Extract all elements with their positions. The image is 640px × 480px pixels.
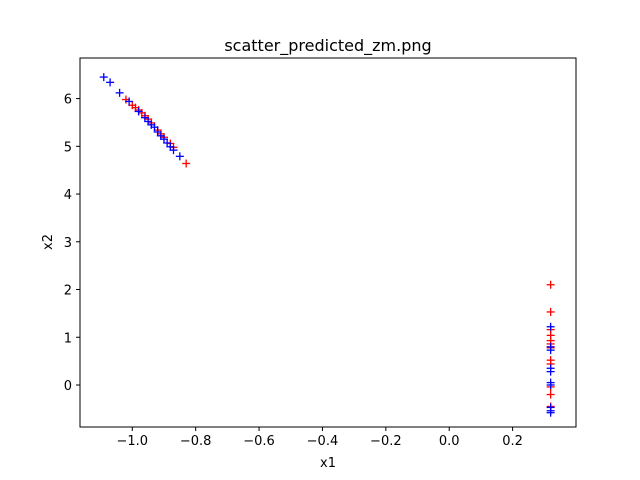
blue-point xyxy=(134,107,143,116)
y-tick-label: 4 xyxy=(64,188,72,203)
chart-title: scatter_predicted_zm.png xyxy=(224,36,431,56)
blue-point xyxy=(150,123,159,132)
blue-point xyxy=(106,78,115,87)
y-axis-label: x2 xyxy=(41,234,56,250)
plot-frame xyxy=(79,57,577,428)
x-tick-label: −0.6 xyxy=(243,434,275,449)
x-tick-label: −0.4 xyxy=(307,434,339,449)
x-axis-label: x1 xyxy=(320,456,336,471)
x-tick-label: 0.2 xyxy=(502,434,523,449)
y-tick-label: 6 xyxy=(64,93,72,108)
blue-point xyxy=(99,73,108,82)
x-tick-label: −1.0 xyxy=(117,434,149,449)
y-tick-label: 5 xyxy=(64,140,72,155)
red-point xyxy=(546,307,555,316)
blue-point xyxy=(115,88,124,97)
blue-point xyxy=(546,408,555,417)
red-point xyxy=(546,280,555,289)
blue-point xyxy=(125,97,134,106)
blue-point xyxy=(546,367,555,376)
x-tick-label: −0.8 xyxy=(180,434,212,449)
x-tick-label: 0.0 xyxy=(439,434,460,449)
blue-point xyxy=(169,146,178,155)
blue-point xyxy=(175,152,184,161)
points-layer xyxy=(99,73,555,417)
y-tick-label: 0 xyxy=(64,379,72,394)
y-tick-label: 2 xyxy=(64,284,72,299)
y-tick-label: 3 xyxy=(64,236,72,251)
y-axis: 0 1 2 3 4 5 6 xyxy=(64,93,80,394)
y-tick-label: 1 xyxy=(64,331,72,346)
x-axis: −1.0 −0.8 −0.6 −0.4 −0.2 0.0 0.2 xyxy=(117,427,523,449)
blue-point xyxy=(546,380,555,389)
blue-point xyxy=(546,346,555,355)
x-tick-label: −0.2 xyxy=(370,434,402,449)
blue-point xyxy=(546,322,555,331)
red-point xyxy=(546,390,555,399)
red-point xyxy=(182,159,191,168)
